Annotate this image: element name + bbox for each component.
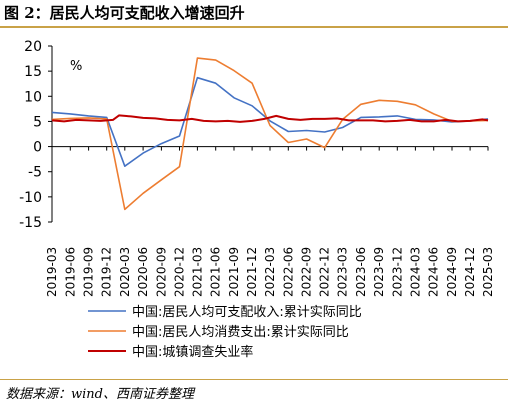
source-note: 数据来源：wind、西南证券整理 xyxy=(6,387,194,402)
x-tick-label: 2021-12 xyxy=(245,247,259,297)
x-tick-label: 2020-09 xyxy=(154,247,168,297)
x-tick-label: 2023-06 xyxy=(354,247,368,297)
x-tick-label: 2024-09 xyxy=(445,247,459,297)
x-tick-label: 2019-06 xyxy=(63,247,77,297)
x-tick-label: 2020-12 xyxy=(172,247,186,297)
x-tick-label: 2020-03 xyxy=(118,247,132,297)
y-tick-label: -5 xyxy=(28,165,42,181)
y-tick-label: 10 xyxy=(24,89,42,105)
x-tick-label: 2024-12 xyxy=(463,247,477,297)
title-divider xyxy=(0,26,508,28)
x-tick-label: 2021-09 xyxy=(227,247,241,297)
figure-title: 图 2：居民人均可支配收入增速回升 xyxy=(4,4,245,22)
series-line-1 xyxy=(51,76,489,167)
y-tick-label: 5 xyxy=(33,114,42,130)
x-tick-label: 2020-06 xyxy=(136,247,150,297)
x-axis: 2019-03 2019-06 2019-09 2019-12 2020-03 2020-… xyxy=(45,146,495,297)
series-line-3 xyxy=(51,114,489,123)
x-tick-label: 2021-03 xyxy=(190,247,204,297)
x-tick-label: 2022-06 xyxy=(281,247,295,297)
x-tick-label: 2019-03 xyxy=(45,247,59,297)
legend: 中国:居民人均可支配收入:累计实际同比中国:居民人均消费支出:累计实际同比中国:… xyxy=(88,305,362,360)
x-tick-label: 2021-06 xyxy=(209,247,223,297)
x-tick-label: 2019-09 xyxy=(82,247,96,297)
series-lines xyxy=(51,57,489,211)
legend-label-1: 中国:居民人均可支配收入:累计实际同比 xyxy=(132,305,362,320)
footer-divider xyxy=(0,379,508,380)
x-tick-label: 2022-12 xyxy=(318,247,332,297)
x-tick-label: 2024-06 xyxy=(427,247,441,297)
y-tick-label: 20 xyxy=(24,39,42,55)
x-tick-label: 2023-12 xyxy=(390,247,404,297)
x-tick-label: 2023-03 xyxy=(336,247,350,297)
y-tick-label: 15 xyxy=(24,64,42,80)
y-axis: -15 -10 -5 0 5 10 15 20 xyxy=(19,39,53,231)
x-tick-label: 2025-03 xyxy=(481,247,495,297)
x-tick-label: 2019-12 xyxy=(100,247,114,297)
x-tick-label: 2022-09 xyxy=(300,247,314,297)
x-tick-label: 2023-09 xyxy=(372,247,386,297)
x-tick-label: 2022-03 xyxy=(263,247,277,297)
legend-label-2: 中国:居民人均消费支出:累计实际同比 xyxy=(132,325,349,340)
y-tick-label: -10 xyxy=(19,190,42,206)
legend-label-3: 中国:城镇调查失业率 xyxy=(132,344,253,360)
y-tick-label: 0 xyxy=(33,140,42,156)
series-line-2 xyxy=(51,57,489,211)
unit-label: % xyxy=(70,59,82,74)
y-tick-label: -15 xyxy=(19,215,42,231)
x-tick-label: 2024-03 xyxy=(408,247,422,297)
